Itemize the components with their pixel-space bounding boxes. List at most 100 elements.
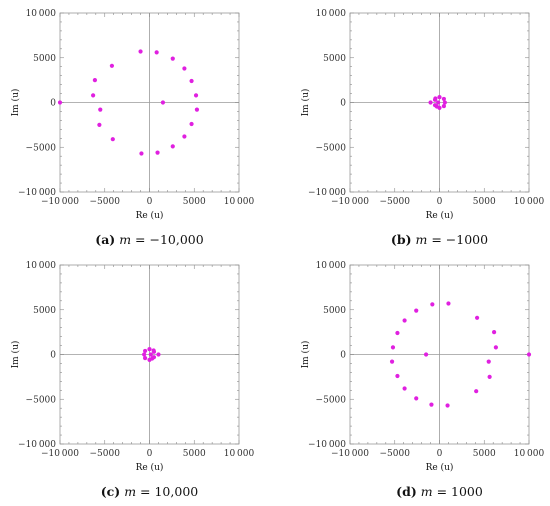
x-tick-label: −5000 [380,197,411,207]
y-axis-label: Im (u) [10,89,21,117]
x-tick-label: 0 [437,449,443,459]
data-point [151,348,156,353]
caption-variable: m [421,484,433,499]
y-tick-label: −5000 [26,143,57,153]
y-tick-label: 5000 [33,306,56,316]
data-point [428,100,433,105]
data-point [437,95,442,100]
data-point [150,356,155,361]
caption-value: 1000 [451,484,483,499]
data-point [441,96,446,102]
x-axis-label: Re (u) [136,210,164,221]
data-point [526,352,532,357]
data-point [92,78,98,83]
x-tick-label: 10 000 [514,449,545,459]
data-point [493,345,498,350]
data-point [474,389,479,394]
caption-value: −1000 [446,232,488,247]
panel-caption: (c) m = 10,000 [101,484,199,499]
chart-panel-b: −10 000 −5000 0 5000 10 000 10 000 5000 0 −5000 −… [300,9,544,247]
x-tick-label: 5000 [183,197,206,207]
y-tick-label: 5000 [323,54,346,64]
x-tick-label: −10 000 [331,197,369,207]
y-tick-label: −10 000 [18,440,56,450]
x-axis-label: Re (u) [136,462,164,473]
data-point [182,66,187,71]
y-axis-label: Im (u) [300,89,311,117]
caption-label: (b) [391,232,412,247]
y-tick-label: 0 [340,99,346,109]
data-point [148,352,153,357]
caption-relation: = [427,232,445,247]
y-tick-label: −10 000 [308,188,346,198]
x-tick-label: −5000 [90,197,121,207]
y-tick-label: −5000 [26,395,57,405]
caption-relation: = [136,484,154,499]
data-point [138,49,143,54]
data-point [143,355,148,361]
y-tick-label: −5000 [316,395,347,405]
data-point [109,63,115,68]
data-point [395,330,400,336]
x-tick-label: −10 000 [41,449,79,459]
data-point [189,78,194,84]
caption-value: −10,000 [149,232,203,247]
data-point [193,93,199,98]
data-point [487,374,492,379]
data-point [474,315,480,320]
y-tick-label: −10 000 [18,188,56,198]
data-point [402,386,407,391]
data-point [433,96,438,101]
data-point [147,347,152,352]
x-tick-label: −10 000 [331,449,369,459]
data-point [395,373,400,379]
x-tick-label: −10 000 [41,197,79,207]
y-tick-label: 0 [50,99,56,109]
data-point [434,104,439,109]
y-axis-label: Im (u) [10,341,21,369]
data-point [170,56,175,61]
data-point [142,352,147,357]
x-tick-label: 10 000 [224,197,255,207]
y-tick-label: 0 [50,351,56,361]
x-tick-label: 0 [147,449,153,459]
data-point [441,103,446,109]
y-tick-label: 5000 [33,54,56,64]
caption-variable: m [119,232,131,247]
caption-variable: m [415,232,427,247]
chart-panel-d: −10 000 −5000 0 5000 10 000 10 000 5000 0 −5000 −… [300,261,544,499]
caption-value: 10,000 [154,484,198,499]
data-point [143,348,148,354]
data-point [390,345,396,350]
data-point [154,50,159,55]
data-point [429,402,434,407]
chart-panel-c: −10 000 −5000 0 5000 10 000 10 000 5000 0 −5000 −… [10,261,254,499]
data-point [155,150,160,155]
data-point [156,352,161,357]
data-point [91,93,96,98]
data-point [57,100,63,105]
y-tick-label: 10 000 [316,261,347,271]
y-tick-label: 5000 [323,306,346,316]
x-axis-label: Re (u) [426,462,454,473]
data-point [110,137,115,142]
caption-variable: m [124,484,136,499]
data-point [491,330,497,335]
data-point [389,359,395,364]
x-tick-label: 5000 [183,449,206,459]
x-axis-label: Re (u) [426,210,454,221]
data-point [414,396,419,401]
data-point [194,107,200,112]
x-tick-label: 5000 [473,197,496,207]
caption-relation: = [433,484,451,499]
data-point [402,318,407,323]
data-point [98,107,103,112]
caption-label: (d) [396,484,417,499]
y-tick-label: −10 000 [308,440,346,450]
y-tick-label: 0 [340,351,346,361]
data-point [189,121,194,127]
data-point [170,144,175,149]
x-tick-label: 10 000 [224,449,255,459]
data-point [442,100,447,105]
